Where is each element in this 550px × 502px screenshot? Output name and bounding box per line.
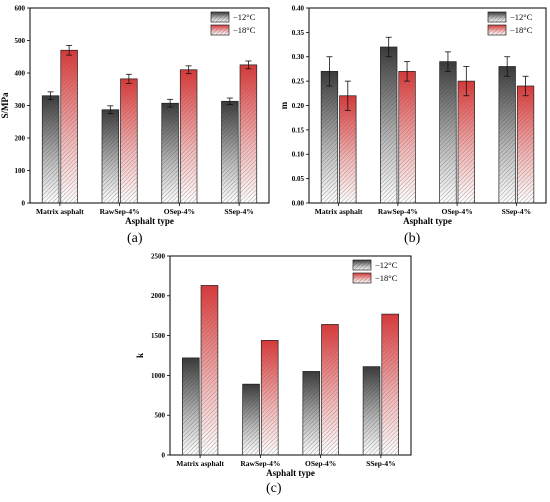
legend-label: −12°C: [510, 12, 533, 22]
y-tick-label: 500: [155, 412, 166, 420]
y-tick-label: 2500: [151, 252, 166, 260]
x-tick-label: OSep-4%: [164, 207, 195, 216]
panel-label-c: (c): [266, 481, 282, 496]
legend-swatch: [487, 11, 507, 23]
bar-minus12: [101, 109, 120, 204]
x-axis-title: Asphalt type: [403, 216, 452, 226]
y-tick-label: 400: [15, 69, 26, 77]
y-tick-label: 0.35: [292, 29, 305, 37]
chart-a: 0 100 200 300 400 500 600 Matrix asphalt RawSep-…: [0, 4, 270, 226]
bar-minus12: [380, 46, 398, 204]
y-tick-label: 0.25: [292, 78, 305, 86]
bar-minus18: [260, 340, 279, 456]
legend-label: −18°C: [510, 25, 533, 35]
bar-minus12: [320, 71, 339, 204]
y-tick-label: 1000: [151, 372, 166, 380]
bar-minus12: [182, 357, 200, 456]
y-tick-label: 0.05: [292, 175, 305, 183]
y-tick-label: 0.40: [292, 4, 305, 12]
bar-minus18: [339, 95, 357, 204]
x-tick-label: Matrix asphalt: [176, 459, 224, 468]
legend-label: −12°C: [375, 260, 398, 270]
y-axis-title: m: [279, 101, 289, 109]
legend-label: −18°C: [233, 25, 256, 35]
y-tick-label: 0.15: [292, 126, 305, 134]
panel-label-a: (a): [127, 231, 143, 246]
x-tick-label: SSep-4%: [502, 207, 532, 216]
y-tick-label: 0.30: [292, 53, 305, 61]
y-axis-title: S/MPa: [0, 92, 10, 118]
plot-frame: [169, 255, 412, 456]
y-tick-label: 0: [22, 199, 26, 207]
bar-minus18: [239, 64, 258, 204]
bar-minus18: [321, 324, 339, 456]
legend-label: −12°C: [233, 12, 256, 22]
bar-minus12: [302, 371, 321, 456]
x-tick-label: SSep-4%: [224, 207, 254, 216]
y-tick-label: 600: [15, 4, 26, 12]
x-axis-title: Asphalt type: [266, 468, 315, 478]
bar-minus12: [41, 95, 60, 204]
bar-minus18: [200, 285, 219, 456]
y-tick-label: 0.20: [292, 102, 305, 110]
bar-minus12: [161, 102, 179, 204]
y-tick-label: 300: [15, 102, 26, 110]
x-tick-label: Matrix asphalt: [315, 207, 363, 216]
chart-b: 0.00 0.05 0.10 0.15 0.20 0.25 0.30 0.35 0.40 Matr…: [279, 4, 547, 226]
x-tick-label: RawSep-4%: [100, 207, 140, 216]
x-tick-label: RawSep-4%: [378, 207, 418, 216]
bar-minus12: [242, 383, 260, 456]
y-tick-label: 0.00: [292, 199, 305, 207]
x-tick-label: RawSep-4%: [240, 459, 280, 468]
legend-label: −18°C: [375, 273, 398, 283]
y-tick-label: 500: [15, 37, 26, 45]
y-tick-label: 0: [162, 451, 166, 459]
legend-swatch: [210, 11, 230, 23]
x-tick-label: Matrix asphalt: [36, 207, 84, 216]
bar-minus12: [439, 61, 457, 204]
bar-minus12: [221, 100, 239, 204]
bar-minus18: [381, 313, 399, 456]
bar-minus18: [120, 78, 138, 204]
y-tick-label: 0.10: [292, 151, 305, 159]
x-tick-label: SSep-4%: [366, 459, 396, 468]
bar-minus18: [60, 49, 78, 204]
y-axis-title: k: [135, 353, 145, 358]
x-tick-label: OSep-4%: [305, 459, 336, 468]
chart-c: 0 500 1000 1500 2000 2500 Matrix asphalt RawSep…: [135, 252, 412, 478]
legend-swatch: [487, 24, 507, 36]
bar-minus12: [362, 366, 381, 456]
legend-swatch: [210, 24, 230, 36]
bar-minus18: [179, 69, 198, 204]
bar-minus12: [498, 66, 516, 204]
x-axis-title: Asphalt type: [125, 216, 174, 226]
y-tick-label: 100: [15, 167, 26, 175]
y-tick-label: 1500: [151, 332, 166, 340]
bar-minus18: [457, 80, 475, 204]
y-tick-label: 200: [15, 134, 26, 142]
panel-label-b: (b): [404, 231, 421, 246]
y-tick-label: 2000: [151, 292, 166, 300]
bar-minus18: [398, 71, 416, 204]
bar-minus18: [516, 85, 535, 204]
legend-swatch: [352, 272, 372, 284]
x-tick-label: OSep-4%: [441, 207, 472, 216]
legend-swatch: [352, 259, 372, 271]
